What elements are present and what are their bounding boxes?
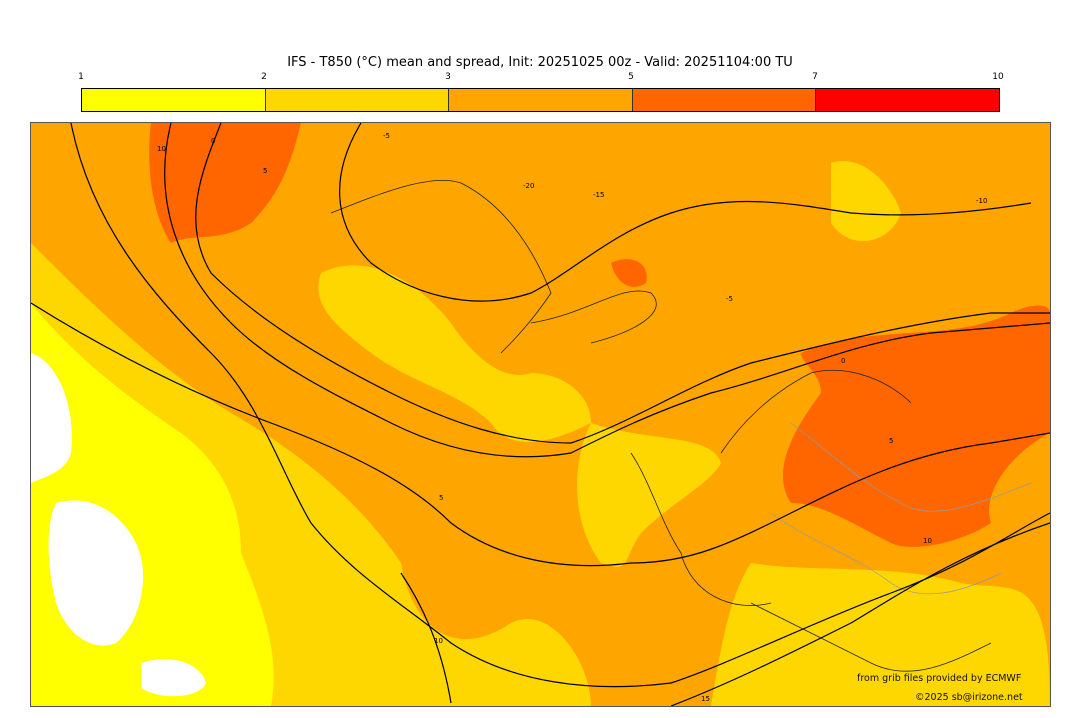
colorbar-segment xyxy=(632,89,817,111)
isotherm-contours xyxy=(31,123,1050,706)
colorbar-segment xyxy=(265,89,450,111)
spread-zone-yellow xyxy=(318,265,591,442)
country-borders xyxy=(770,422,1032,595)
colorbar-segment xyxy=(816,89,999,111)
contour-label: 5 xyxy=(263,167,267,175)
colorbar-tick: 1 xyxy=(78,72,84,82)
contour-label: 5 xyxy=(439,494,443,502)
spread-zone-red-orange xyxy=(611,259,647,287)
missing-data-patch xyxy=(141,659,206,697)
contour-label: 0 xyxy=(211,137,215,145)
spread-zone-red-orange xyxy=(149,123,301,243)
colorbar-segment xyxy=(82,89,266,111)
spread-zone-yellow xyxy=(577,423,721,567)
colorbar-tick: 5 xyxy=(628,72,634,82)
missing-data-patch xyxy=(31,353,72,483)
colorbar-tick: 7 xyxy=(812,72,818,82)
contour-label: 15 xyxy=(701,695,710,703)
contour-label: -5 xyxy=(726,295,733,303)
weather-map: 10 0 5 -5 -20 -15 -10 -5 0 5 10 5 10 15 xyxy=(30,122,1051,707)
colorbar-tick: 3 xyxy=(445,72,451,82)
data-source-credit: from grib files provided by ECMWF xyxy=(857,673,1022,684)
contour-label: -15 xyxy=(593,191,604,199)
contour-label: -20 xyxy=(523,182,534,190)
contour-label: 0 xyxy=(841,357,845,365)
map-title: IFS - T850 (°C) mean and spread, Init: 2… xyxy=(287,55,793,70)
spread-zone-yellow xyxy=(711,563,1050,706)
copyright-credit: ©2025 sb@irizone.net xyxy=(915,692,1023,703)
spread-zone-red-orange xyxy=(782,305,1050,547)
coastlines xyxy=(330,179,992,672)
colorbar xyxy=(81,88,1000,112)
contour-label: 5 xyxy=(889,437,893,445)
missing-data-patch xyxy=(48,500,144,646)
contour-label: -10 xyxy=(976,197,987,205)
colorbar-segment xyxy=(449,89,633,111)
spread-zone-yellow xyxy=(831,161,901,242)
map-canvas: 10 0 5 -5 -20 -15 -10 -5 0 5 10 5 10 15 xyxy=(31,123,1050,706)
contour-label: 10 xyxy=(434,637,443,645)
contour-labels: 10 0 5 -5 -20 -15 -10 -5 0 5 10 5 10 15 xyxy=(157,132,987,703)
contour-label: -5 xyxy=(383,132,390,140)
contour-label: 10 xyxy=(923,537,932,545)
colorbar-tick: 2 xyxy=(261,72,267,82)
colorbar-tick: 10 xyxy=(992,72,1004,82)
contour-label: 10 xyxy=(157,145,166,153)
